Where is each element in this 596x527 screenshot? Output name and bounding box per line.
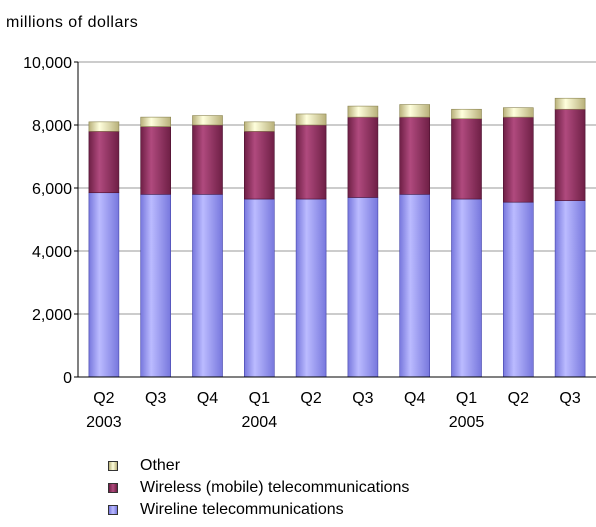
legend-item-other: Other: [108, 455, 409, 477]
x-tick-label-quarter: Q4: [404, 390, 425, 407]
y-tick-label: 0: [63, 370, 72, 387]
bar-segment-wireline: [244, 198, 275, 378]
x-tick-label-quarter: Q4: [197, 390, 218, 407]
bar-segment-wireless: [399, 116, 431, 195]
legend-item-wireless: Wireless (mobile) telecommunications: [108, 477, 409, 499]
bar-segment-wireline: [295, 198, 327, 378]
bar-segment-wireline: [502, 201, 534, 378]
bar-segment-wireless: [451, 118, 482, 200]
x-tick-label-quarter: Q2: [300, 390, 321, 407]
x-tick-label-quarter: Q3: [559, 390, 580, 407]
bar-segment-wireless: [554, 108, 586, 201]
x-tick-label-quarter: Q1: [456, 390, 477, 407]
bar-segment-wireline: [451, 198, 482, 378]
bar-segment-other: [451, 108, 482, 119]
bar-segment-wireless: [88, 131, 120, 194]
bar-segment-wireline: [88, 192, 120, 378]
x-tick-label-quarter: Q3: [352, 390, 373, 407]
bar-segment-wireless: [140, 126, 171, 195]
bar-segment-other: [244, 121, 275, 132]
bar-segment-other: [140, 116, 171, 127]
y-axis-label: millions of dollars: [6, 14, 139, 31]
legend: Other Wireless (mobile) telecommunicatio…: [108, 455, 409, 521]
y-tick-label: 10,000: [23, 55, 72, 72]
bar-segment-wireline: [347, 197, 379, 378]
bar-segment-other: [502, 107, 534, 118]
legend-item-wireline: Wireline telecommunications: [108, 499, 409, 521]
bar-segment-wireless: [502, 116, 534, 203]
bar-segment-other: [399, 104, 431, 118]
bar-segment-wireline: [192, 194, 223, 378]
x-tick-label-quarter: Q1: [249, 390, 270, 407]
x-tick-label-quarter: Q3: [145, 390, 166, 407]
x-tick-label-year: 2004: [242, 414, 278, 431]
x-tick-label-year: 2005: [449, 414, 485, 431]
y-tick-label: 4,000: [32, 244, 72, 261]
bar-segment-wireless: [347, 116, 379, 198]
y-tick-label: 6,000: [32, 181, 72, 198]
bar-segment-wireless: [244, 131, 275, 200]
bar-segment-wireless: [295, 124, 327, 200]
bar-segment-wireline: [399, 194, 431, 378]
x-tick-label-quarter: Q2: [93, 390, 114, 407]
x-tick-label-year: 2003: [86, 414, 122, 431]
legend-label-wireline: Wireline telecommunications: [140, 501, 344, 518]
y-tick-label: 2,000: [32, 307, 72, 324]
y-tick-label: 8,000: [32, 118, 72, 135]
legend-swatch-wireline: [108, 505, 118, 515]
legend-label-other: Other: [140, 457, 181, 474]
bar-segment-wireline: [140, 194, 171, 378]
x-tick-label-quarter: Q2: [508, 390, 529, 407]
legend-swatch-wireless: [108, 483, 118, 493]
bar-segment-other: [347, 105, 379, 118]
bar-segment-wireline: [554, 200, 586, 378]
legend-label-wireless: Wireless (mobile) telecommunications: [140, 479, 410, 496]
legend-swatch-other: [108, 461, 118, 471]
bar-segment-wireless: [192, 124, 223, 195]
bar-segment-other: [554, 97, 586, 110]
bar-segment-other: [192, 115, 223, 126]
bar-segment-other: [295, 113, 327, 126]
bar-segment-other: [88, 121, 120, 132]
